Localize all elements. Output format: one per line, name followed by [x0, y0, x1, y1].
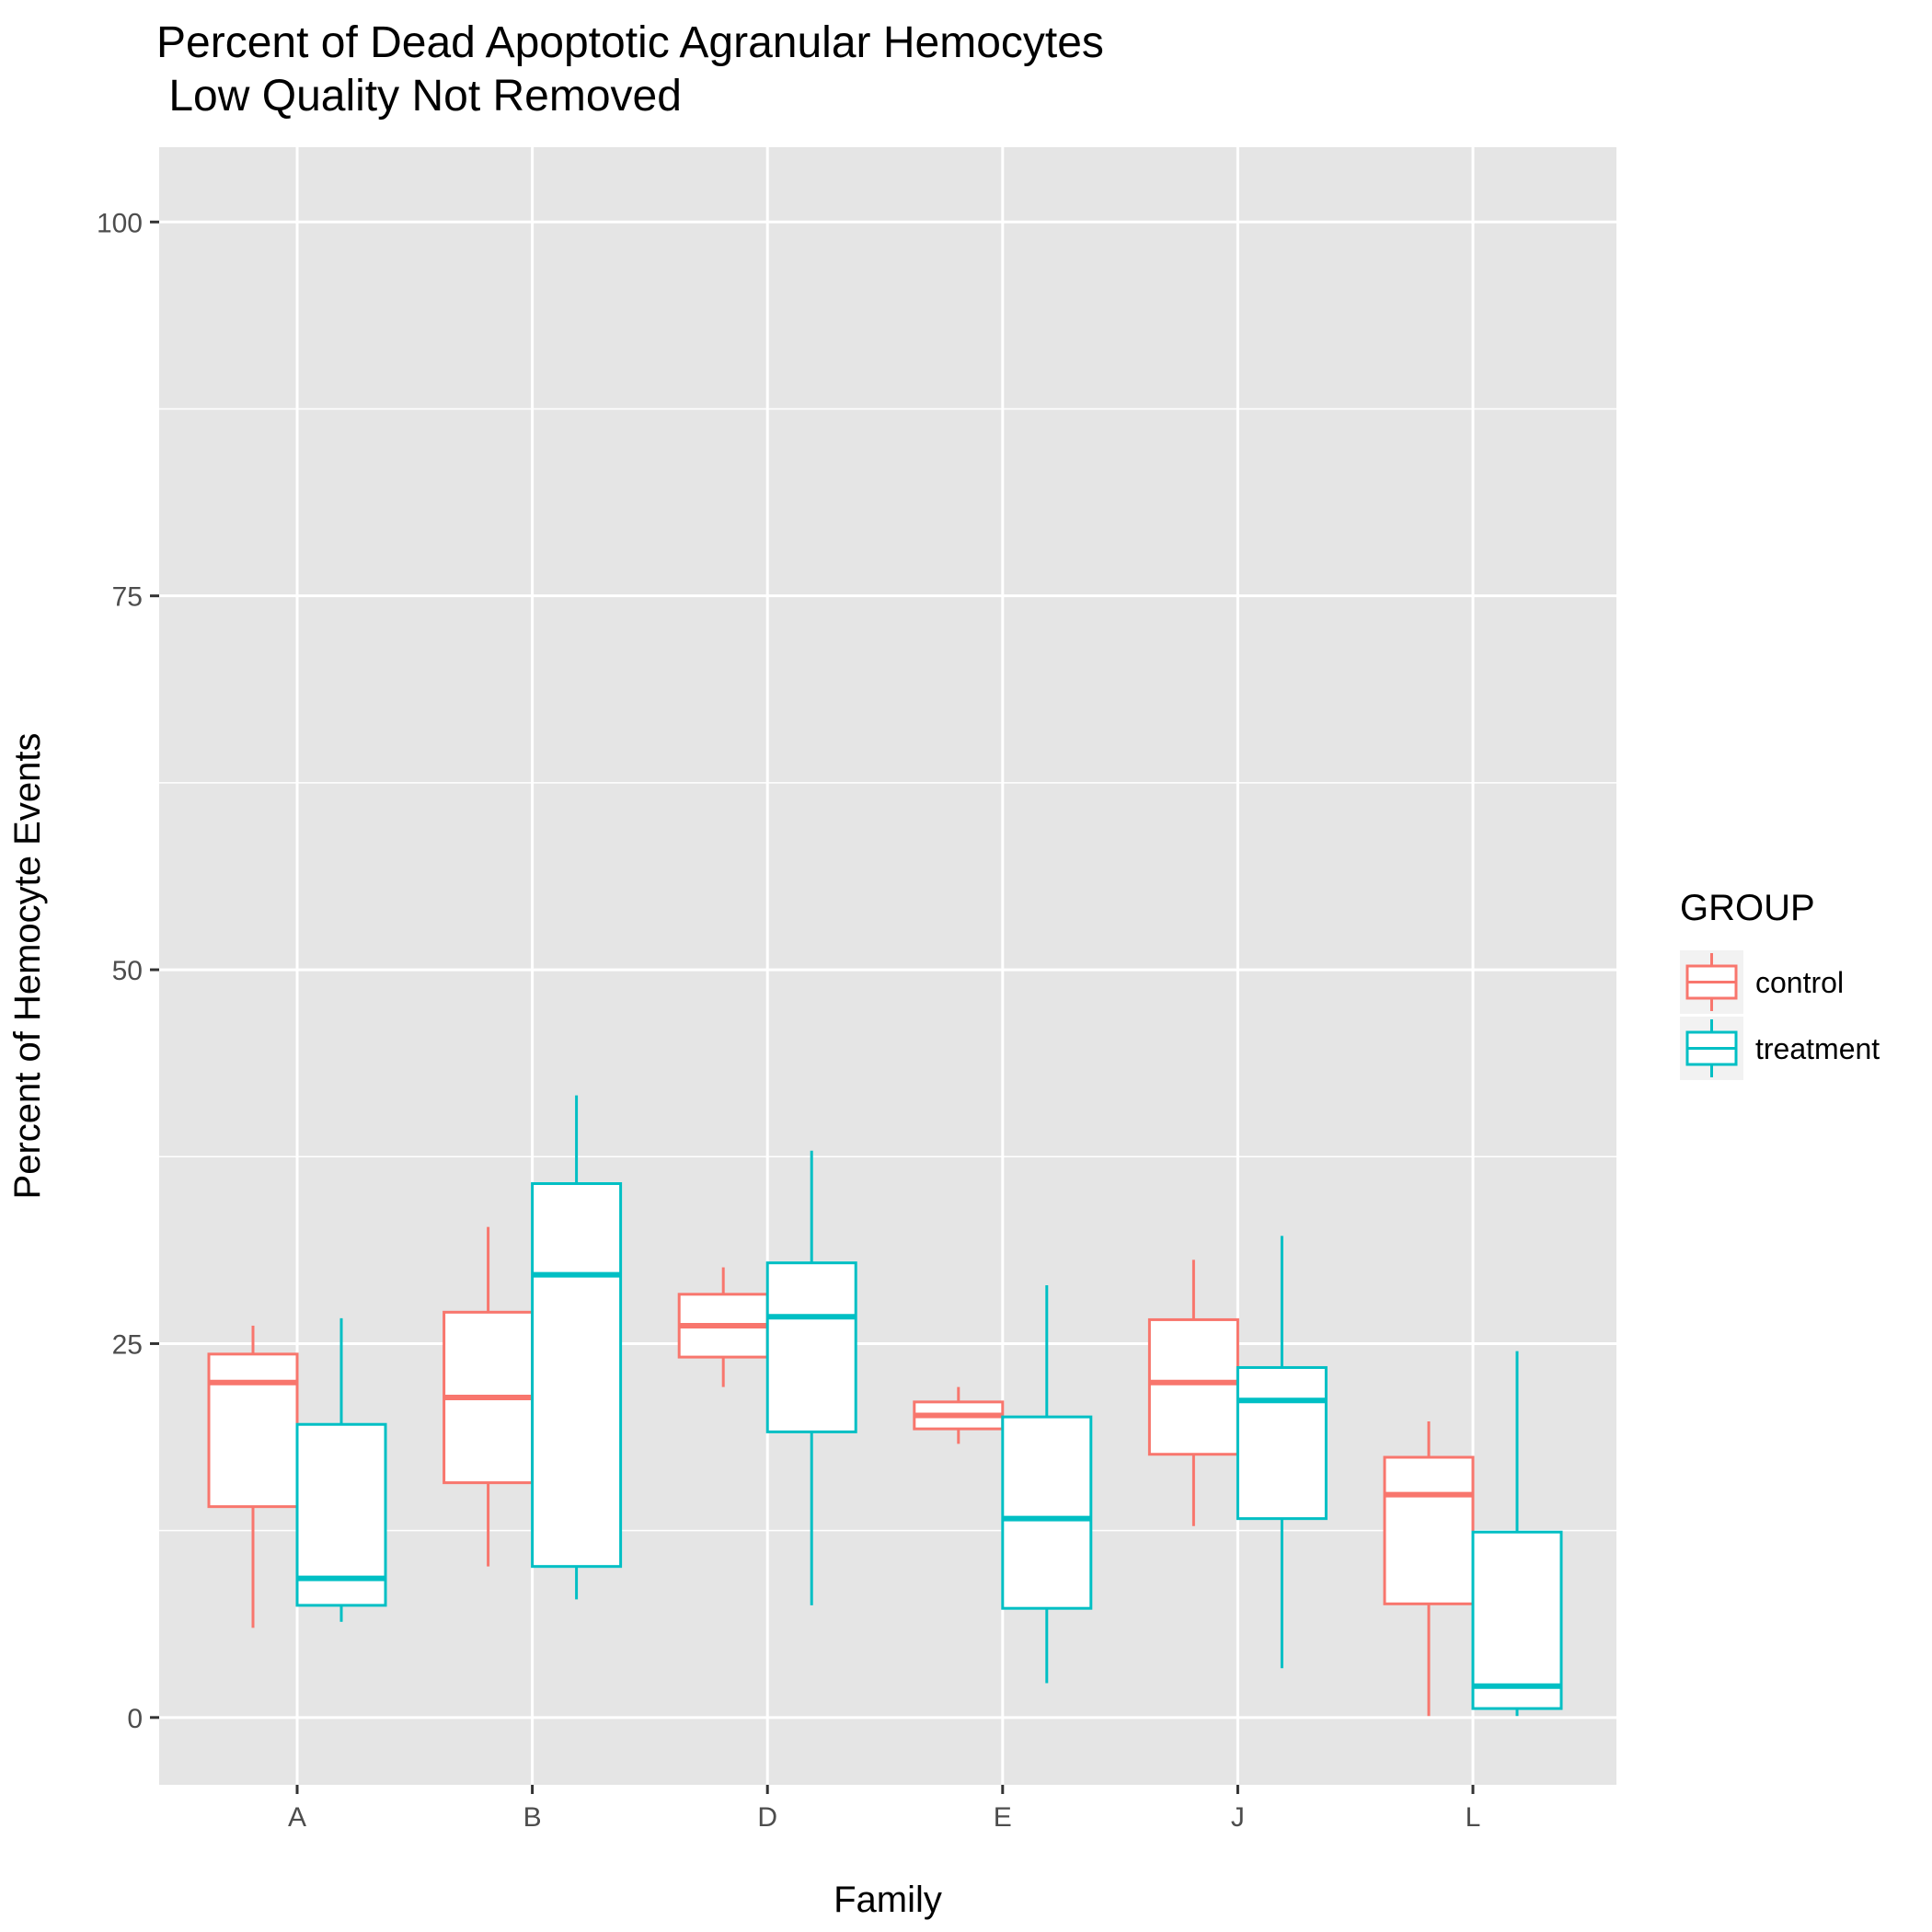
- boxes: [207, 1095, 1563, 1717]
- box-treatment-A: [295, 1317, 387, 1622]
- legend-item-treatment: treatment: [1680, 1017, 1880, 1080]
- box-control-E: [913, 1386, 1005, 1444]
- box-body: [1147, 1317, 1239, 1456]
- box-body: [1001, 1415, 1093, 1610]
- box-control-B: [443, 1226, 535, 1567]
- box-body: [1471, 1530, 1563, 1710]
- axes: 0 25 50 75 100 A B D E J L: [97, 208, 1480, 1833]
- chart-title-line2: Low Quality Not Removed: [156, 72, 682, 121]
- x-tick-label: E: [994, 1802, 1012, 1833]
- box-body: [765, 1261, 857, 1433]
- box-treatment-B: [531, 1095, 623, 1600]
- legend-label-control: control: [1755, 966, 1844, 999]
- x-tick-label: D: [757, 1802, 777, 1833]
- plot-panel: [159, 147, 1616, 1785]
- box-body: [531, 1182, 623, 1569]
- box-treatment-L: [1471, 1351, 1563, 1717]
- y-tick-label: 100: [97, 208, 143, 238]
- box-control-D: [677, 1267, 769, 1387]
- box-control-J: [1147, 1259, 1239, 1526]
- box-body: [295, 1422, 387, 1607]
- y-tick-label: 50: [112, 956, 143, 986]
- legend: GROUP control treatment: [1680, 888, 1880, 1080]
- box-body: [207, 1352, 299, 1509]
- box-control-L: [1383, 1420, 1475, 1717]
- legend-item-control: control: [1680, 950, 1844, 1014]
- legend-label-treatment: treatment: [1755, 1032, 1880, 1065]
- y-axis-title: Percent of Hemocyte Events: [7, 733, 48, 1200]
- box-treatment-E: [1001, 1285, 1093, 1684]
- x-tick-label: B: [523, 1802, 542, 1833]
- chart-title-line1: Percent of Dead Apoptotic Agranular Hemo…: [156, 18, 1104, 67]
- box-body: [1383, 1455, 1475, 1605]
- box-treatment-D: [765, 1150, 857, 1605]
- y-tick-label: 0: [127, 1704, 143, 1734]
- box-control-A: [207, 1325, 299, 1628]
- y-tick-label: 75: [112, 582, 143, 613]
- box-body: [1236, 1365, 1328, 1521]
- x-axis-title: Family: [834, 1880, 942, 1920]
- box-treatment-J: [1236, 1236, 1328, 1669]
- x-tick-label: J: [1231, 1802, 1245, 1833]
- x-tick-label: L: [1466, 1802, 1481, 1833]
- y-tick-label: 25: [112, 1329, 143, 1360]
- x-tick-label: A: [288, 1802, 306, 1833]
- legend-title: GROUP: [1680, 888, 1815, 928]
